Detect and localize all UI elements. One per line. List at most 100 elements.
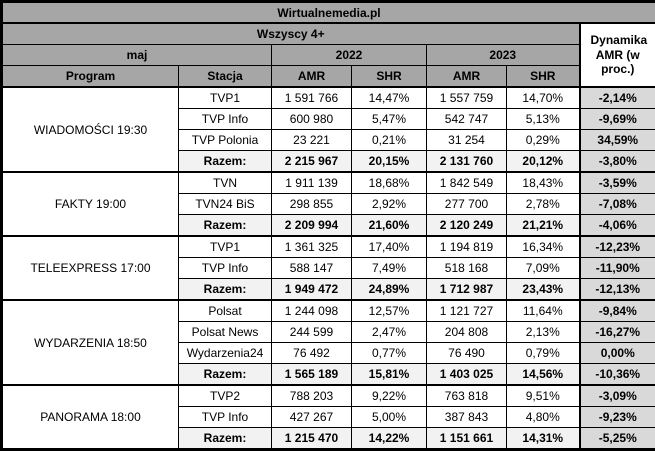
station-cell: TVP1: [179, 87, 272, 109]
amr-2023-cell: 1 194 819: [427, 236, 507, 258]
amr-2022-cell: 298 855: [272, 194, 352, 215]
amr-2022-cell: 1 215 470: [272, 428, 352, 450]
audience-header: Wszyscy 4+: [2, 23, 580, 45]
dynamics-cell: -3,80%: [580, 151, 655, 173]
station-cell: Polsat: [179, 300, 272, 322]
station-cell: Razem:: [179, 215, 272, 237]
program-column-header: Program: [2, 66, 179, 88]
shr-2023-cell: 5,13%: [507, 109, 580, 130]
shr-2023-cell: 7,09%: [507, 258, 580, 279]
station-cell: TVP2: [179, 385, 272, 407]
amr-2023-cell: 542 747: [427, 109, 507, 130]
amr-2022-cell: 2 215 967: [272, 151, 352, 173]
table-title: Wirtualnemedia.pl: [2, 2, 655, 24]
shr-2022-cell: 18,68%: [352, 172, 427, 194]
dynamics-cell: -9,84%: [580, 300, 655, 322]
program-cell: WYDARZENIA 18:50: [2, 300, 179, 385]
shr-2022-cell: 2,92%: [352, 194, 427, 215]
shr-2023-column-header: SHR: [507, 66, 580, 88]
station-cell: TVN24 BiS: [179, 194, 272, 215]
shr-2023-cell: 9,51%: [507, 385, 580, 407]
shr-2022-cell: 15,81%: [352, 364, 427, 386]
dynamics-cell: -5,25%: [580, 428, 655, 450]
amr-2022-cell: 23 221: [272, 130, 352, 151]
amr-2023-cell: 2 120 249: [427, 215, 507, 237]
amr-2022-cell: 244 599: [272, 322, 352, 343]
dynamics-cell: -3,09%: [580, 385, 655, 407]
columns-row: Program Stacja AMR SHR AMR SHR: [2, 66, 655, 88]
program-cell: FAKTY 19:00: [2, 172, 179, 236]
shr-2023-cell: 4,80%: [507, 407, 580, 428]
audience-row: Wszyscy 4+ Dynamika AMR (w proc.): [2, 23, 655, 45]
shr-2022-cell: 5,47%: [352, 109, 427, 130]
shr-2023-cell: 0,29%: [507, 130, 580, 151]
shr-2022-cell: 0,21%: [352, 130, 427, 151]
amr-2023-cell: 387 843: [427, 407, 507, 428]
amr-2023-cell: 1 121 727: [427, 300, 507, 322]
shr-2023-cell: 14,70%: [507, 87, 580, 109]
shr-2023-cell: 18,43%: [507, 172, 580, 194]
dynamics-cell: -9,23%: [580, 407, 655, 428]
title-row: Wirtualnemedia.pl: [2, 2, 655, 24]
station-cell: Razem:: [179, 364, 272, 386]
amr-2023-cell: 1 151 661: [427, 428, 507, 450]
station-cell: Razem:: [179, 151, 272, 173]
shr-2023-cell: 20,12%: [507, 151, 580, 173]
amr-2023-cell: 518 168: [427, 258, 507, 279]
dynamics-cell: -9,69%: [580, 109, 655, 130]
shr-2023-cell: 14,31%: [507, 428, 580, 450]
dynamics-cell: -3,59%: [580, 172, 655, 194]
dynamics-cell: -10,36%: [580, 364, 655, 386]
shr-2022-cell: 14,22%: [352, 428, 427, 450]
amr-2023-cell: 31 254: [427, 130, 507, 151]
shr-2022-cell: 2,47%: [352, 322, 427, 343]
station-cell: TVP Info: [179, 258, 272, 279]
station-cell: TVP Info: [179, 109, 272, 130]
amr-2022-cell: 788 203: [272, 385, 352, 407]
station-cell: Polsat News: [179, 322, 272, 343]
shr-2022-cell: 21,60%: [352, 215, 427, 237]
amr-2022-column-header: AMR: [272, 66, 352, 88]
amr-2022-cell: 427 267: [272, 407, 352, 428]
station-cell: Wydarzenia24: [179, 343, 272, 364]
dynamics-header: Dynamika AMR (w proc.): [580, 23, 655, 87]
station-cell: Razem:: [179, 279, 272, 301]
amr-2023-cell: 1 712 987: [427, 279, 507, 301]
shr-2023-cell: 2,78%: [507, 194, 580, 215]
amr-2023-cell: 204 808: [427, 322, 507, 343]
shr-2022-cell: 20,15%: [352, 151, 427, 173]
amr-2023-cell: 1 557 759: [427, 87, 507, 109]
amr-2023-cell: 2 131 760: [427, 151, 507, 173]
amr-2022-cell: 1 949 472: [272, 279, 352, 301]
shr-2022-cell: 24,89%: [352, 279, 427, 301]
shr-2023-cell: 0,79%: [507, 343, 580, 364]
amr-2022-cell: 1 591 766: [272, 87, 352, 109]
amr-2022-cell: 1 911 139: [272, 172, 352, 194]
station-cell: Razem:: [179, 428, 272, 450]
dynamics-cell: -11,90%: [580, 258, 655, 279]
shr-2023-cell: 16,34%: [507, 236, 580, 258]
amr-2023-cell: 1 842 549: [427, 172, 507, 194]
dynamics-cell: 34,59%: [580, 130, 655, 151]
dynamics-cell: -2,14%: [580, 87, 655, 109]
shr-2022-cell: 5,00%: [352, 407, 427, 428]
shr-2022-cell: 12,57%: [352, 300, 427, 322]
dynamics-cell: 0,00%: [580, 343, 655, 364]
month-header: maj: [2, 45, 272, 66]
amr-2022-cell: 1 361 325: [272, 236, 352, 258]
year-2023-header: 2023: [427, 45, 580, 66]
station-cell: TVP Polonia: [179, 130, 272, 151]
shr-2023-cell: 2,13%: [507, 322, 580, 343]
shr-2023-cell: 23,43%: [507, 279, 580, 301]
amr-2023-cell: 763 818: [427, 385, 507, 407]
shr-2022-cell: 17,40%: [352, 236, 427, 258]
station-cell: TVP Info: [179, 407, 272, 428]
dynamics-cell: -7,08%: [580, 194, 655, 215]
shr-2023-cell: 11,64%: [507, 300, 580, 322]
amr-2022-cell: 600 980: [272, 109, 352, 130]
